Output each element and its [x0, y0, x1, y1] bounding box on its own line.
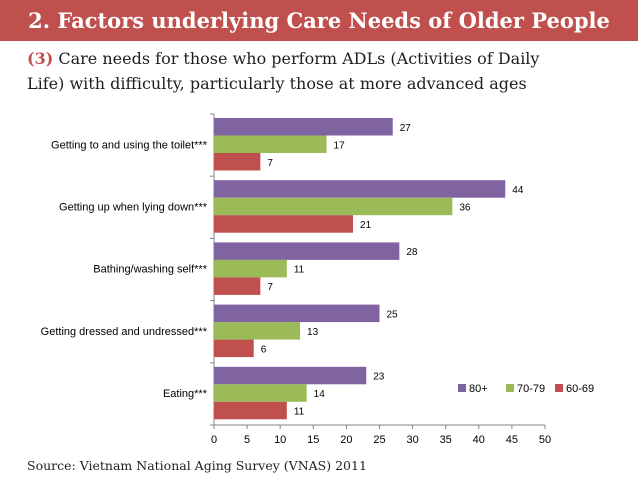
legend-swatch-60-69 [555, 384, 563, 392]
bar-70-79 [214, 135, 327, 153]
legend-label: 80+ [469, 383, 488, 395]
bar-80+ [214, 118, 393, 136]
category-label: Getting up when lying down*** [59, 201, 208, 213]
data-label: 28 [406, 247, 418, 258]
data-label: 21 [360, 220, 372, 231]
legend-label: 60-69 [566, 383, 594, 395]
x-tick-label: 15 [307, 434, 319, 446]
data-label: 11 [294, 407, 305, 418]
bar-70-79 [214, 384, 307, 402]
bar-70-79 [214, 259, 287, 278]
data-label: 6 [261, 344, 267, 355]
data-label: 7 [267, 282, 273, 293]
bar-80+ [214, 366, 367, 385]
legend-swatch-80+ [458, 384, 466, 392]
subtitle-line-1: Care needs for those who perform ADLs (A… [58, 49, 540, 68]
data-label: 14 [314, 389, 326, 400]
subtitle-line-2: Life) with difficulty, particularly thos… [27, 74, 527, 93]
x-tick-label: 30 [406, 434, 418, 446]
category-label: Bathing/washing self*** [93, 264, 207, 276]
x-tick-label: 0 [211, 434, 217, 446]
data-label: 11 [294, 265, 305, 276]
x-tick-label: 5 [244, 434, 250, 446]
bar-80+ [214, 180, 506, 198]
x-tick-label: 50 [539, 434, 551, 446]
category-label: Getting to and using the toilet*** [51, 139, 208, 151]
subtitle-number: (3) [27, 49, 54, 68]
category-label: Eating*** [163, 388, 208, 400]
x-tick-label: 45 [506, 434, 518, 446]
bar-70-79 [214, 322, 301, 340]
source-note: Source: Vietnam National Aging Survey (V… [27, 458, 367, 473]
bar-60-69 [214, 401, 287, 420]
title-bar [0, 0, 638, 41]
page-title: 2. Factors underlying Care Needs of Olde… [28, 8, 610, 33]
bar-60-69 [214, 277, 261, 295]
legend-label: 70-79 [517, 383, 545, 395]
bar-70-79 [214, 197, 453, 216]
legend-swatch-70-79 [506, 384, 514, 392]
bar-80+ [214, 242, 400, 260]
x-tick-label: 20 [340, 434, 352, 446]
data-label: 25 [387, 309, 399, 320]
data-label: 13 [307, 327, 319, 338]
bar-60-69 [214, 153, 261, 171]
data-label: 44 [512, 185, 524, 196]
bar-80+ [214, 304, 380, 323]
data-label: 17 [334, 140, 346, 151]
x-tick-label: 10 [274, 434, 286, 446]
x-tick-label: 35 [440, 434, 452, 446]
data-label: 7 [267, 158, 273, 169]
bar-60-69 [214, 215, 354, 233]
x-tick-label: 25 [373, 434, 385, 446]
data-label: 36 [459, 202, 471, 213]
bar-60-69 [214, 339, 254, 358]
data-label: 27 [400, 123, 412, 134]
subtitle: (3) Care needs for those who perform ADL… [27, 46, 627, 96]
x-tick-label: 40 [473, 434, 485, 446]
data-label: 23 [373, 372, 385, 383]
category-label: Getting dressed and undressed*** [41, 326, 208, 338]
